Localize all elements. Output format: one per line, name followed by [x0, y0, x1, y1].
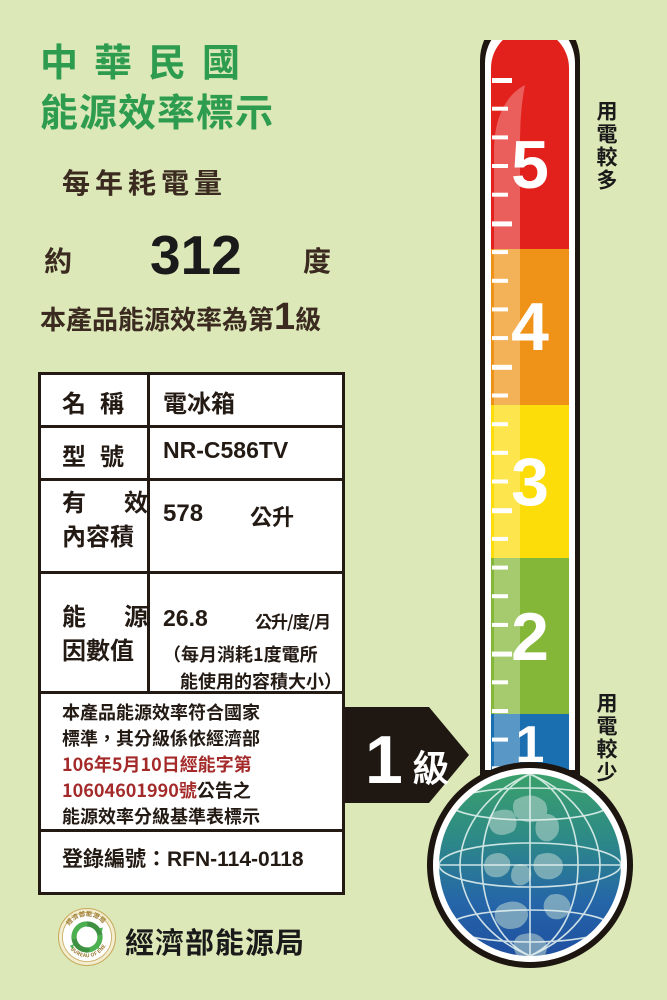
svg-text:1: 1 [365, 722, 403, 798]
svg-text:5: 5 [511, 127, 549, 203]
svg-text:3: 3 [511, 444, 549, 520]
svg-text:級: 級 [413, 748, 449, 789]
svg-text:4: 4 [511, 289, 549, 365]
svg-text:2: 2 [511, 599, 549, 675]
